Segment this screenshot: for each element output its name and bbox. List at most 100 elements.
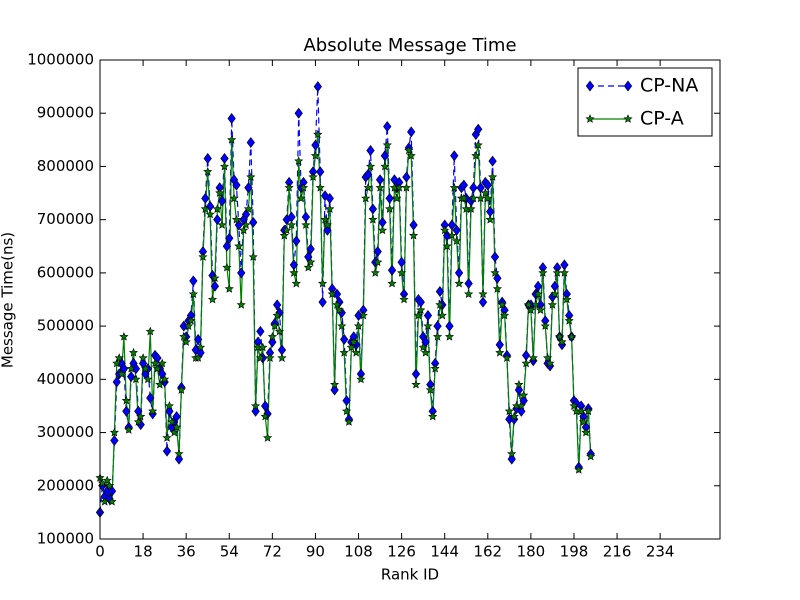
data-point	[267, 332, 277, 341]
data-point	[495, 347, 505, 357]
data-point	[442, 241, 452, 251]
data-point	[490, 268, 500, 277]
data-point	[440, 225, 450, 235]
data-point	[224, 284, 234, 293]
data-point	[435, 299, 445, 309]
legend-box	[577, 67, 713, 137]
data-point	[227, 134, 237, 144]
y-tick-label: 800000	[37, 157, 94, 175]
data-point	[107, 496, 117, 506]
data-point	[234, 241, 244, 251]
data-point	[493, 272, 502, 284]
data-point	[126, 363, 136, 373]
data-point	[325, 204, 335, 213]
data-point	[514, 379, 524, 389]
data-point	[533, 289, 543, 299]
data-point	[559, 268, 569, 277]
data-point	[547, 299, 557, 309]
data-point	[110, 435, 119, 447]
legend-label: CP-NA	[640, 75, 698, 97]
x-tick-label: 234	[646, 543, 675, 561]
data-point	[383, 121, 392, 133]
data-point	[248, 252, 258, 261]
data-point	[311, 139, 320, 151]
data-point	[492, 284, 502, 293]
data-point	[160, 374, 170, 384]
data-point	[152, 363, 163, 373]
data-point	[411, 379, 421, 389]
y-tick-label: 1000000	[27, 51, 94, 69]
data-point	[169, 427, 179, 437]
data-point	[306, 257, 316, 267]
x-tick-label: 0	[95, 543, 105, 561]
data-point	[237, 267, 246, 279]
plot-frame	[99, 59, 721, 540]
data-point	[265, 353, 275, 362]
data-point	[249, 216, 258, 228]
data-point	[308, 172, 318, 181]
data-point	[119, 332, 129, 341]
data-point	[301, 220, 311, 229]
data-point	[194, 333, 203, 345]
data-point	[121, 395, 131, 405]
data-point	[107, 485, 117, 497]
data-point	[344, 417, 354, 426]
data-point	[222, 262, 232, 272]
data-point	[437, 310, 447, 320]
y-tick-label: 400000	[37, 370, 94, 388]
data-point	[131, 374, 141, 384]
data-point	[581, 427, 591, 437]
data-point	[519, 390, 529, 400]
data-point	[289, 268, 299, 277]
x-tick-label: 90	[306, 543, 325, 561]
y-tick-label: 600000	[37, 263, 94, 281]
data-point	[480, 188, 490, 197]
data-point	[229, 193, 239, 203]
data-point	[131, 363, 141, 375]
y-tick-label: 300000	[37, 423, 94, 441]
data-point	[332, 299, 342, 309]
data-point	[143, 374, 153, 384]
data-point	[251, 401, 261, 410]
data-point	[449, 182, 459, 192]
data-point	[232, 179, 241, 191]
data-point	[273, 299, 282, 311]
data-point	[540, 321, 550, 330]
data-point	[454, 278, 464, 288]
data-point	[136, 411, 146, 421]
data-point	[578, 417, 589, 426]
data-point	[483, 193, 493, 203]
data-point	[413, 310, 423, 320]
data-point	[109, 427, 119, 437]
data-point	[380, 161, 390, 171]
legend-marker	[623, 80, 633, 92]
data-point	[339, 347, 349, 357]
data-point	[270, 321, 280, 330]
data-point	[550, 289, 560, 299]
data-point	[188, 289, 198, 299]
data-point	[116, 369, 127, 378]
data-point	[315, 182, 325, 192]
data-point	[409, 230, 419, 240]
data-point	[507, 448, 517, 458]
data-point	[521, 358, 531, 368]
data-point	[246, 136, 255, 148]
data-point	[236, 299, 246, 309]
data-point	[277, 353, 287, 362]
data-point	[406, 151, 416, 160]
data-point	[564, 316, 574, 325]
data-point	[342, 406, 352, 416]
data-point	[213, 214, 222, 226]
data-point	[294, 107, 303, 119]
data-point	[210, 273, 220, 283]
data-point	[474, 123, 483, 135]
data-point	[433, 320, 442, 332]
data-point	[330, 379, 340, 389]
legend-label: CP-A	[640, 108, 684, 130]
data-point	[296, 193, 306, 203]
data-point	[569, 401, 579, 410]
data-point	[430, 363, 440, 373]
data-point	[464, 278, 473, 290]
data-point	[445, 320, 454, 332]
data-point	[212, 204, 222, 213]
